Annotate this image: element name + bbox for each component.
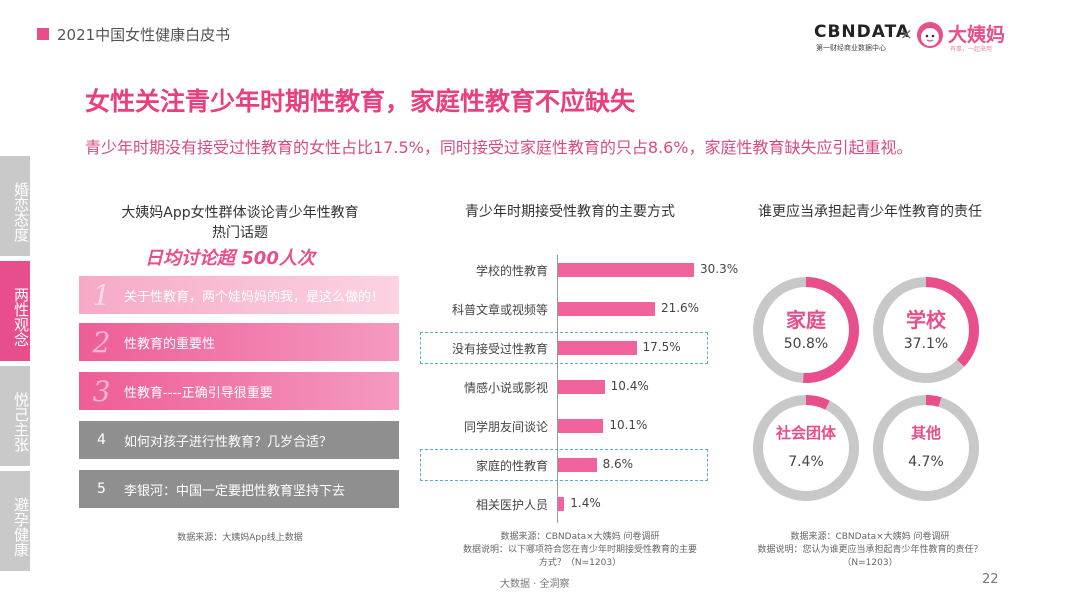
bar xyxy=(558,497,565,511)
dayima-logo: 大姨妈 xyxy=(948,24,1006,46)
side-tab-label: 避孕健康 xyxy=(12,497,30,557)
topic-number: 3 xyxy=(92,374,111,408)
page-headline: 女性关注青少年时期性教育，家庭性教育不应缺失 xyxy=(85,87,636,116)
page-number: 22 xyxy=(982,572,999,587)
bar-value-label: 17.5% xyxy=(642,340,681,354)
donut-track xyxy=(873,395,979,501)
dayima-subtitle: 有事，一起来用 xyxy=(950,46,993,53)
topic-item[interactable]: 4 如何对孩子进行性教育？几岁合适？ xyxy=(79,421,399,459)
bar-category-label: 相关医护人员 xyxy=(475,498,548,512)
bar-category-label: 没有接受过性教育 xyxy=(451,342,548,356)
right-source: 数据来源：CBNData×大姨妈 问卷调研 数据说明：您认为谁更应当承担起青少年… xyxy=(730,531,1010,570)
topic-text: 关于性教育，两个娃妈妈的我，是这么做的！ xyxy=(124,289,385,305)
side-tab-label: 两性观念 xyxy=(12,287,30,347)
middle-source-line3: 方式？（N=1203） xyxy=(538,558,622,568)
topic-item[interactable]: 1 关于性教育，两个娃妈妈的我，是这么做的！ xyxy=(79,276,399,314)
page-subheadline: 青少年时期没有接受过性教育的女性占比17.5%，同时接受过家庭性教育的只占8.6… xyxy=(85,138,913,157)
donut-ring xyxy=(873,277,979,383)
report-square-icon xyxy=(37,28,49,40)
side-tab-selfcare[interactable]: 悦己主张 xyxy=(0,366,30,466)
bar-value-label: 1.4% xyxy=(570,496,601,510)
topic-text: 如何对孩子进行性教育？几岁合适？ xyxy=(124,434,333,450)
topic-number: 1 xyxy=(92,278,111,312)
bar xyxy=(558,341,637,355)
cbndata-subtitle: 第一财经商业数据中心 xyxy=(816,44,886,52)
bar xyxy=(558,458,597,472)
right-source-line3: （N=1203） xyxy=(842,558,898,568)
side-tab-contraception[interactable]: 避孕健康 xyxy=(0,471,30,571)
bar-chart-title: 青少年时期接受性教育的主要方式 xyxy=(465,204,675,220)
donut-value-label: 7.4% xyxy=(788,454,824,470)
bar xyxy=(558,302,655,316)
side-tab-marriage[interactable]: 婚恋态度 xyxy=(0,156,30,256)
bar-chart-axis xyxy=(557,255,558,523)
bar-value-label: 10.1% xyxy=(609,418,648,432)
bar-category-label: 家庭的性教育 xyxy=(475,459,548,473)
highlight-box xyxy=(420,332,708,364)
bar-category-label: 科普文章或视频等 xyxy=(451,303,548,317)
donut-slice xyxy=(873,277,979,383)
topic-number: 4 xyxy=(97,432,106,448)
bar xyxy=(558,380,605,394)
report-title: 2021中国女性健康白皮书 xyxy=(57,26,231,44)
donut-value-label: 37.1% xyxy=(903,336,949,352)
bar-category-label: 同学朋友间谈论 xyxy=(463,420,548,434)
bar-value-label: 21.6% xyxy=(660,301,700,315)
donut-category-label: 其他 xyxy=(910,424,941,442)
donut-track xyxy=(753,395,859,501)
middle-source-line1: 数据来源：CBNData×大姨妈 问卷调研 xyxy=(500,532,660,542)
footer-slogan: 大数据 · 全洞察 xyxy=(500,579,570,590)
donut-value-label: 50.8% xyxy=(783,336,829,352)
topic-item[interactable]: 5 李银河：中国一定要把性教育坚持下去 xyxy=(79,470,399,508)
donut-ring xyxy=(753,395,859,501)
donut-category-label: 学校 xyxy=(906,308,946,332)
bar-value-label: 10.4% xyxy=(610,379,649,393)
highlight-box xyxy=(420,449,708,481)
donut-ring xyxy=(873,395,979,501)
right-source-line1: 数据来源：CBNData×大姨妈 问卷调研 xyxy=(790,532,950,542)
side-tab-label: 悦己主张 xyxy=(12,392,30,452)
donut-value-label: 4.7% xyxy=(908,454,944,470)
donut-category-label: 家庭 xyxy=(786,308,826,332)
side-tab-gender[interactable]: 两性观念 xyxy=(0,261,30,361)
topic-text: 性教育的重要性 xyxy=(124,336,216,352)
bar-value-label: 8.6% xyxy=(602,457,634,471)
cbndata-logo: CBNDATA xyxy=(814,22,911,42)
side-tab-label: 婚恋态度 xyxy=(12,182,30,242)
donut-slice xyxy=(753,395,859,501)
topic-number: 5 xyxy=(97,481,106,497)
topic-item[interactable]: 3 性教育----正确引导很重要 xyxy=(79,372,399,410)
middle-source-line2: 数据说明：以下哪项符合您在青少年时期接受性教育的主要 xyxy=(462,545,697,555)
left-title-line1: 大姨妈App女性群体谈论青少年性教育 xyxy=(121,205,359,221)
brand-separator: × xyxy=(900,25,913,43)
bar xyxy=(558,263,694,277)
donut-slice xyxy=(873,395,979,501)
bar-value-label: 30.3% xyxy=(700,262,739,276)
bar-category-label: 学校的性教育 xyxy=(475,264,548,278)
topic-text: 性教育----正确引导很重要 xyxy=(124,385,273,401)
left-title-line2: 热门话题 xyxy=(212,225,268,241)
bar xyxy=(558,419,604,433)
middle-source: 数据来源：CBNData×大姨妈 问卷调研 数据说明：以下哪项符合您在青少年时期… xyxy=(440,531,720,570)
left-panel-title: 大姨妈App女性群体谈论青少年性教育 热门话题 xyxy=(80,202,400,242)
discussion-banner: 日均讨论超 500人次 xyxy=(145,248,315,269)
bar-category-label: 情感小说或影视 xyxy=(463,381,548,395)
topic-text: 李银河：中国一定要把性教育坚持下去 xyxy=(124,483,346,499)
donut-category-label: 社会团体 xyxy=(775,424,836,442)
topic-item[interactable]: 2 性教育的重要性 xyxy=(79,323,399,361)
dayima-face-icon xyxy=(917,22,943,48)
donut-title: 谁更应当承担起青少年性教育的责任 xyxy=(758,204,982,220)
topic-number: 2 xyxy=(92,325,111,359)
donut-ring xyxy=(753,277,859,383)
left-source: 数据来源：大姨妈App线上数据 xyxy=(177,533,303,543)
right-source-line2: 数据说明：您认为谁更应当承担起青少年性教育的责任？ xyxy=(757,545,983,555)
donut-slice xyxy=(753,277,859,383)
